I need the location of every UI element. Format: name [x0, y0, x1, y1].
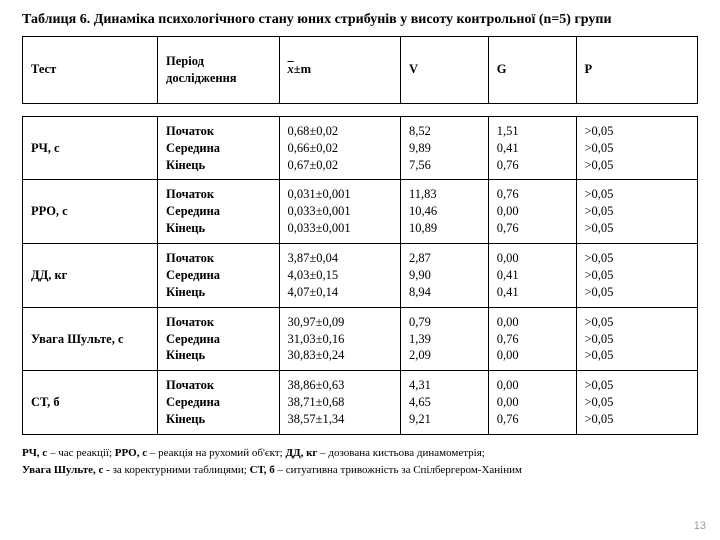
legend-line-1: РЧ, с – час реакції; РРО, с – реакція на…: [22, 445, 698, 462]
cell-test: ДД, кг: [23, 244, 158, 308]
cell-g: 1,510,410,76: [488, 116, 576, 180]
table-row: СТ, бПочатокСерединаКінець38,86±0,6338,7…: [23, 371, 698, 435]
table-row: РЧ, сПочатокСерединаКінець0,68±0,020,66±…: [23, 116, 698, 180]
cell-period: ПочатокСерединаКінець: [158, 180, 280, 244]
legend-line-2: Увага Шульте, с - за коректурними таблиц…: [22, 462, 698, 479]
cell-xm: 0,031±0,0010,033±0,0010,033±0,001: [279, 180, 401, 244]
table-row: РРО, сПочатокСерединаКінець0,031±0,0010,…: [23, 180, 698, 244]
cell-p: >0,05>0,05>0,05: [576, 116, 698, 180]
cell-p: >0,05>0,05>0,05: [576, 307, 698, 371]
cell-g: 0,760,000,76: [488, 180, 576, 244]
cell-period: ПочатокСерединаКінець: [158, 371, 280, 435]
cell-v: 0,791,392,09: [401, 307, 489, 371]
data-table: Тест Період дослідження x±m V G P РЧ, сП…: [22, 36, 698, 435]
cell-p: >0,05>0,05>0,05: [576, 180, 698, 244]
cell-v: 11,8310,4610,89: [401, 180, 489, 244]
cell-p: >0,05>0,05>0,05: [576, 244, 698, 308]
cell-period: ПочатокСерединаКінець: [158, 116, 280, 180]
cell-period: ПочатокСерединаКінець: [158, 244, 280, 308]
table-row: ДД, кгПочатокСерединаКінець3,87±0,044,03…: [23, 244, 698, 308]
col-header-p: P: [576, 37, 698, 104]
cell-p: >0,05>0,05>0,05: [576, 371, 698, 435]
col-header-xm: x±m: [279, 37, 401, 104]
table-header-row: Тест Період дослідження x±m V G P: [23, 37, 698, 104]
table-row: Увага Шульте, сПочатокСерединаКінець30,9…: [23, 307, 698, 371]
cell-v: 8,529,897,56: [401, 116, 489, 180]
cell-xm: 30,97±0,0931,03±0,1630,83±0,24: [279, 307, 401, 371]
cell-test: Увага Шульте, с: [23, 307, 158, 371]
cell-xm: 38,86±0,6338,71±0,6838,57±1,34: [279, 371, 401, 435]
cell-test: РЧ, с: [23, 116, 158, 180]
cell-g: 0,000,410,41: [488, 244, 576, 308]
cell-xm: 3,87±0,044,03±0,154,07±0,14: [279, 244, 401, 308]
cell-g: 0,000,760,00: [488, 307, 576, 371]
col-header-g: G: [488, 37, 576, 104]
cell-v: 2,879,908,94: [401, 244, 489, 308]
page-number: 13: [694, 520, 706, 532]
cell-v: 4,314,659,21: [401, 371, 489, 435]
col-header-v: V: [401, 37, 489, 104]
cell-test: РРО, с: [23, 180, 158, 244]
cell-xm: 0,68±0,020,66±0,020,67±0,02: [279, 116, 401, 180]
cell-test: СТ, б: [23, 371, 158, 435]
table-gap-row: [23, 103, 698, 116]
cell-g: 0,000,000,76: [488, 371, 576, 435]
col-header-period: Період дослідження: [158, 37, 280, 104]
col-header-test: Тест: [23, 37, 158, 104]
table-legend: РЧ, с – час реакції; РРО, с – реакція на…: [22, 445, 698, 479]
cell-period: ПочатокСерединаКінець: [158, 307, 280, 371]
table-title: Таблиця 6. Динаміка психологічного стану…: [22, 12, 698, 28]
